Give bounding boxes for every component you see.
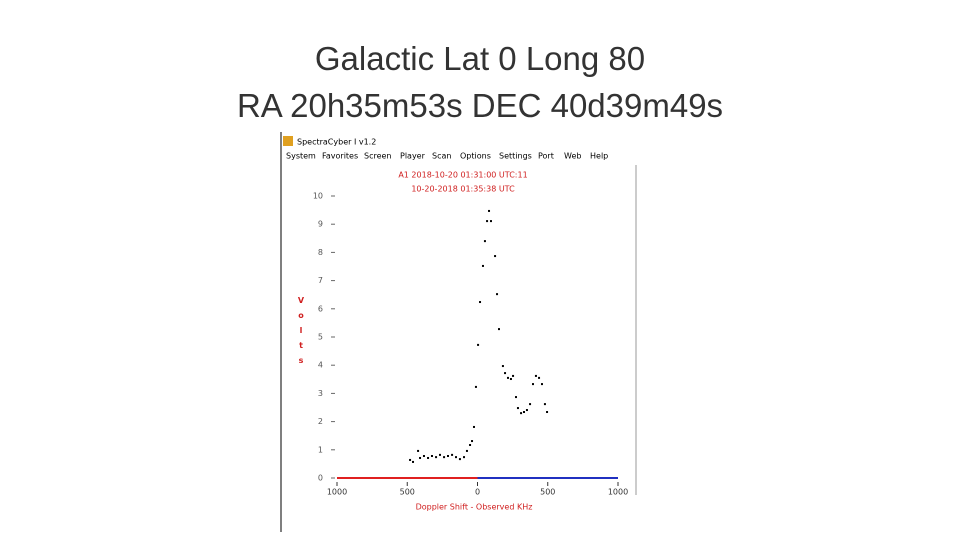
menu-item[interactable]: Player [400,152,426,161]
data-point [486,220,489,223]
menu-item[interactable]: System [286,152,316,161]
data-point [451,453,454,456]
data-point [422,455,425,458]
data-point [419,456,422,459]
menu-bar: System Favorites Screen Player Scan Options Se… [286,152,608,161]
y-tick-label: 2 [318,417,323,426]
y-tick-label: 1 [318,445,323,454]
x-tick-label: 500 [400,488,415,497]
data-point [496,293,499,296]
data-point [479,301,482,304]
y-tick-label: 8 [318,248,323,257]
data-point [471,440,474,443]
data-point [525,409,528,412]
window-title: SpectraCyber I v1.2 [297,138,376,147]
data-point [463,456,466,459]
menu-item[interactable]: Favorites [322,152,358,161]
y-tick-label: 3 [318,389,323,398]
data-point [543,403,546,406]
slide-title-line: Galactic Lat 0 Long 80 [315,40,645,77]
menu-item[interactable]: Options [460,152,491,161]
data-point [538,376,541,379]
data-point [435,456,438,459]
y-tick-label: 10 [313,192,323,201]
data-point [488,209,491,212]
x-axis-label: Doppler Shift - Observed KHz [416,503,533,512]
data-point [516,407,519,410]
data-point [514,396,517,399]
data-point [481,264,484,267]
data-point [438,453,441,456]
data-point [455,456,458,459]
data-point [469,444,472,447]
data-point [417,449,420,452]
y-tick-label: 5 [318,333,323,342]
data-point [458,458,461,461]
menu-item[interactable]: Port [538,152,554,161]
chart: A1 2018-10-20 01:31:00 UTC:11 10-20-2018 … [297,171,629,512]
data-point [520,412,523,415]
data-point [409,458,412,461]
data-point [501,365,504,368]
data-point [465,449,468,452]
data-point [506,376,509,379]
data-point [546,411,549,414]
data-point [534,374,537,377]
y-tick-label: 7 [318,276,323,285]
data-point [497,328,500,331]
x-tick-label: 500 [540,488,555,497]
menu-item[interactable]: Settings [499,152,532,161]
data-point [494,255,497,258]
slide-title-line: RA 20h35m53s DEC 40d39m49s [237,87,723,124]
x-tick-label: 1000 [327,488,347,497]
app-icon [283,136,293,146]
y-tick-label: 6 [318,304,323,313]
y-axis-label: Volts [297,296,306,371]
data-point [412,460,415,463]
y-tick-label: 4 [318,361,323,370]
data-point [489,220,492,223]
data-point [477,343,480,346]
data-point [474,385,477,388]
y-tick-label: 9 [318,220,323,229]
data-point [509,378,512,381]
data-point [430,455,433,458]
menu-item[interactable]: Web [564,152,581,161]
data-point [504,372,507,375]
data-point [523,411,526,414]
data-point [427,456,430,459]
data-point [472,425,475,428]
x-tick-label: 0 [475,488,480,497]
menu-item[interactable]: Help [590,152,608,161]
data-point [531,383,534,386]
data-point [483,240,486,243]
data-point [446,455,449,458]
data-point [512,374,515,377]
chart-header: A1 2018-10-20 01:31:00 UTC:11 [398,171,527,180]
chart-header: 10-20-2018 01:35:38 UTC [411,185,515,194]
menu-item[interactable]: Scan [432,152,451,161]
menu-item[interactable]: Screen [364,152,392,161]
data-point [443,456,446,459]
x-tick-label: 1000 [608,488,628,497]
y-tick-label: 0 [318,474,323,483]
data-point [540,383,543,386]
data-point [529,403,532,406]
